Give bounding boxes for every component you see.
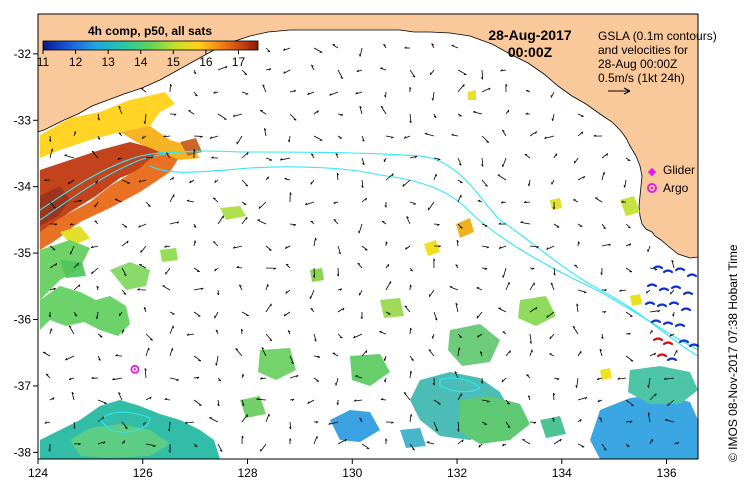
argo-float-ring [130,364,140,374]
legend-argo: Argo [647,181,689,195]
colorbar-tick-label: 15 [167,55,181,69]
legend-argo-label: Argo [663,181,689,195]
x-tick-label: 132 [447,466,467,480]
annotation-line-1: GSLA (0.1m contours) [598,29,717,43]
glider-track [644,265,700,362]
argo-float-dot [133,368,137,371]
y-tick-label: -33 [14,113,32,127]
colorbar-tick-label: 17 [232,55,246,69]
argo-circle-icon [647,183,657,193]
argo-float-marker [130,364,140,374]
colorbar-title: 4h comp, p50, all sats [88,24,212,38]
colorbar-tick-label: 14 [134,55,148,69]
y-tick-label: -37 [14,379,32,393]
legend-glider-label: Glider [663,163,695,177]
velocity-vectors [42,43,679,453]
colorbar [42,40,259,51]
y-tick-label: -38 [14,445,32,459]
plot-frame [37,13,699,460]
x-tick-label: 136 [657,466,677,480]
colorbar-tick-label: 13 [101,55,115,69]
credit-text: © IMOS 08-Nov-2017 07:38 Hobart Time [726,244,740,462]
colorbar-tick-label: 16 [199,55,213,69]
x-tick-label: 126 [133,466,153,480]
y-tick-label: -34 [14,180,32,194]
scale-arrow-icon [608,87,631,95]
x-tick-label: 134 [552,466,572,480]
colorbar-tick-label: 12 [69,55,83,69]
land-coastline [37,13,699,259]
glider-diamond-icon: ◆ [648,166,657,178]
annotation-line-2: and velocities for [598,43,688,57]
y-axis: -32 -33 -34 -35 -36 -37 -38 [14,47,38,459]
y-tick-label: -35 [14,246,32,260]
y-tick-label: -36 [14,313,32,327]
x-axis: 124 126 128 130 132 134 136 [28,459,677,480]
legend-glider: ◆ Glider [648,163,695,178]
x-tick-label: 130 [342,466,362,480]
x-tick-label: 128 [238,466,258,480]
annotation-line-4: 0.5m/s (1kt 24h) [598,71,685,85]
sst-small-patches [310,90,642,380]
map-date: 28-Aug-2017 [488,27,571,43]
gsla-contours [39,150,699,433]
colorbar-ticks: 11 12 13 14 15 16 17 [37,50,246,69]
annotation-line-3: 28-Aug 00:00Z [598,57,677,71]
x-tick-label: 124 [28,466,48,480]
sst-swath-south [40,296,698,459]
sst-swath-west-green [40,206,246,336]
y-tick-label: -32 [14,47,32,61]
map-time: 00:00Z [508,44,553,60]
colorbar-tick-label: 11 [37,55,50,69]
